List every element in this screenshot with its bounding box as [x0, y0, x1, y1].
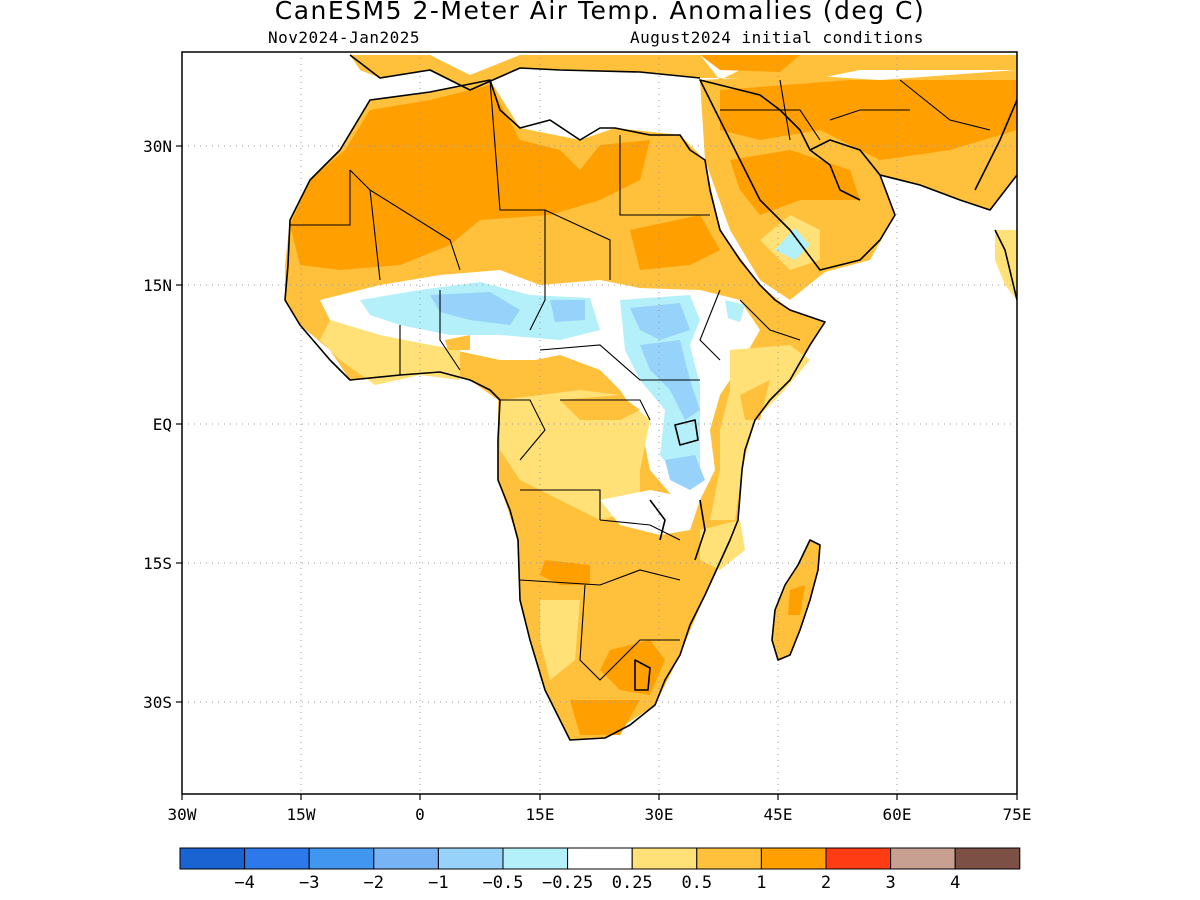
colorbar-label: −0.5 [483, 873, 524, 893]
colorbar: −4 −3 −2 −1 −0.5 −0.25 0.25 0.5 1 2 3 4 [179, 847, 1021, 893]
colorbar-swatch [244, 847, 310, 870]
y-tick-label: 30S [143, 693, 172, 712]
colorbar-swatch [696, 847, 762, 870]
colorbar-label: 0.5 [681, 873, 712, 893]
colorbar-label: −4 [234, 873, 254, 893]
y-axis-labels: 30N 15N EQ 15S 30S [143, 137, 172, 712]
colorbar-swatch [567, 847, 633, 870]
x-tick-label: 75E [1003, 805, 1032, 824]
colorbar-swatch [179, 847, 246, 870]
forecast-period: Nov2024-Jan2025 [268, 28, 420, 47]
x-tick-label: 0 [415, 805, 425, 824]
x-axis-labels: 30W 15W 0 15E 30E 45E 60E 75E [168, 805, 1032, 824]
colorbar-swatch [954, 847, 1021, 870]
colorbar-label: 4 [950, 873, 960, 893]
anomaly-shading [285, 55, 1017, 740]
colorbar-label: −1 [428, 873, 448, 893]
coastlines [284, 54, 1017, 741]
map-title: CanESM5 2-Meter Air Temp. Anomalies (deg… [274, 0, 926, 25]
x-tick-label: 60E [883, 805, 912, 824]
colorbar-swatch [308, 847, 375, 870]
initial-conditions-label: August2024 initial conditions [630, 28, 924, 47]
map-frame [181, 51, 1018, 795]
colorbar-label: 0.25 [612, 873, 653, 893]
colorbar-swatch [825, 847, 892, 870]
axis-ticks [176, 145, 1018, 800]
colorbar-label: 1 [756, 873, 766, 893]
colorbar-label: 2 [821, 873, 831, 893]
x-tick-label: 45E [764, 805, 793, 824]
colorbar-label: 3 [885, 873, 895, 893]
colorbar-swatch [631, 847, 698, 870]
country-borders [290, 79, 991, 681]
map-gridlines [182, 52, 1017, 794]
colorbar-swatch [760, 847, 827, 870]
colorbar-label: −3 [299, 873, 319, 893]
colorbar-label: −2 [364, 873, 384, 893]
y-tick-label: 15N [143, 276, 172, 295]
colorbar-swatch [890, 847, 956, 870]
y-tick-label: EQ [153, 415, 172, 434]
colorbar-label: −0.25 [542, 873, 593, 893]
x-tick-label: 30W [168, 805, 197, 824]
anomaly-europe-strip [350, 55, 1017, 90]
colorbar-swatch [437, 847, 504, 870]
colorbar-swatch [502, 847, 569, 870]
y-tick-label: 30N [143, 137, 172, 156]
y-tick-label: 15S [143, 554, 172, 573]
x-tick-label: 30E [645, 805, 674, 824]
x-tick-label: 15E [526, 805, 555, 824]
colorbar-swatch [373, 847, 439, 870]
x-tick-label: 15W [287, 805, 316, 824]
